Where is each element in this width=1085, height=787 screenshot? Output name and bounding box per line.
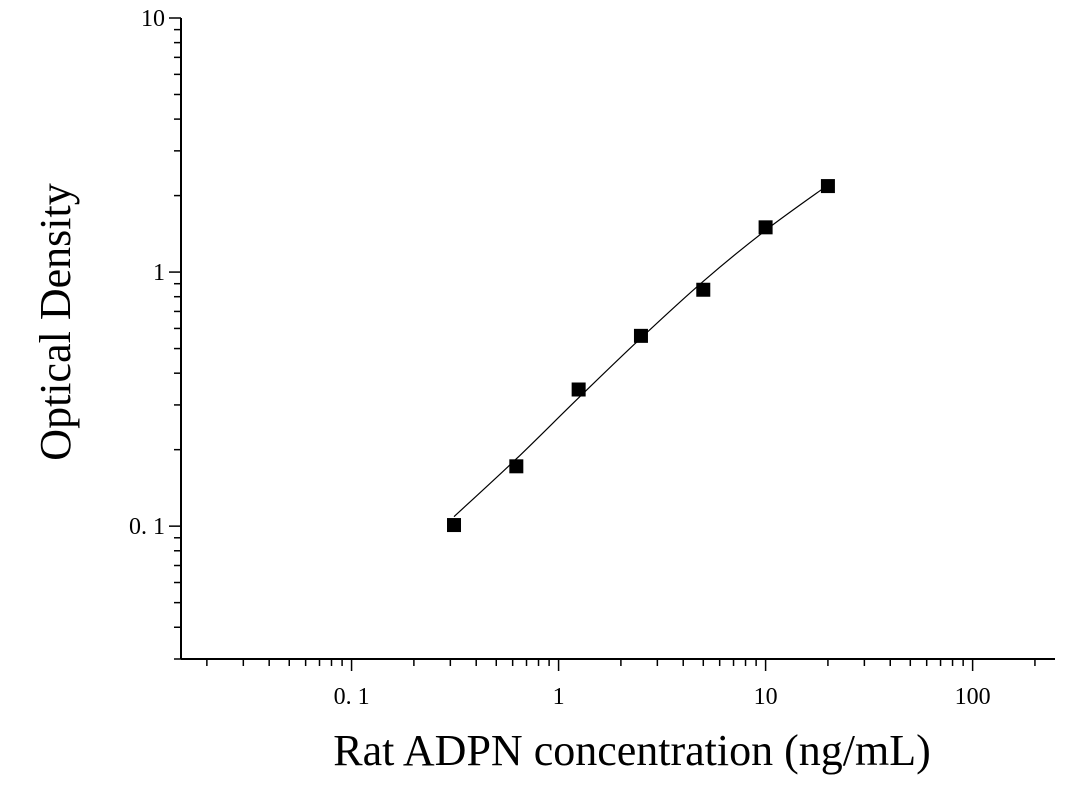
y-tick-label: 0. 1 <box>129 514 165 540</box>
data-point <box>758 220 773 235</box>
data-points-layer <box>447 179 835 533</box>
x-tick-label: 1 <box>553 684 565 710</box>
y-axis-title: Optical Density <box>31 183 80 460</box>
data-point <box>571 382 586 397</box>
data-point <box>633 328 648 343</box>
data-point <box>509 459 524 474</box>
data-point <box>696 282 711 297</box>
ticks: 0. 1 1 10 100 0. 1 1 10 <box>129 6 1036 710</box>
data-point <box>820 179 835 194</box>
axes <box>180 18 1055 660</box>
x-axis-title: Rat ADPN concentration (ng/mL) <box>333 726 931 775</box>
x-tick-label: 100 <box>955 684 991 710</box>
x-tick-label: 0. 1 <box>334 684 370 710</box>
x-tick-label: 10 <box>754 684 778 710</box>
y-tick-label: 10 <box>141 6 165 32</box>
data-point <box>447 518 462 533</box>
y-tick-label: 1 <box>153 260 165 286</box>
